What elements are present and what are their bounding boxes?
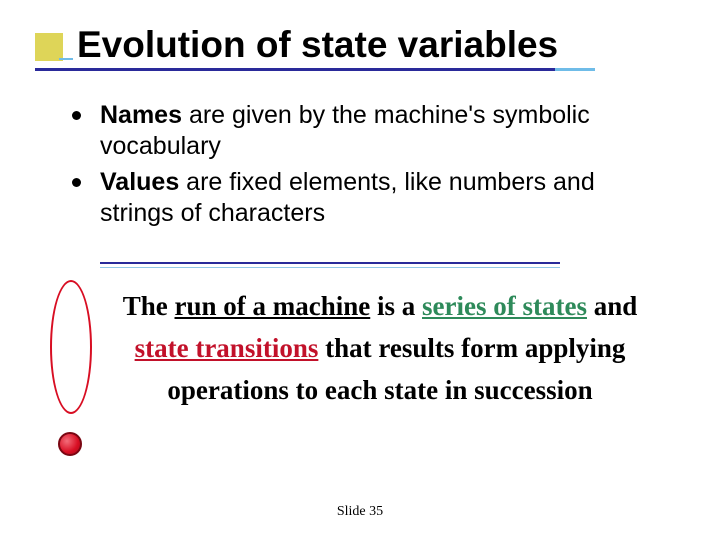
title-tick [59,58,73,60]
bullet-list: Names are given by the machine's symboli… [72,100,662,233]
statement-run-underline: run of a machine [175,291,371,321]
list-item: Names are given by the machine's symboli… [72,100,662,163]
list-item-strong: Names [100,101,182,129]
emphasis-ellipse-icon [50,280,92,414]
bullet-dot-icon [72,178,81,187]
slide-title: Evolution of state variables [77,24,558,66]
title-accent-square [35,33,63,61]
statement-and: and [587,291,637,321]
slide-number: Slide 35 [0,504,720,520]
list-item: Values are fixed elements, like numbers … [72,167,662,230]
statement-pre: The [123,291,175,321]
statement-mid1: is a [370,291,422,321]
divider [100,262,560,268]
title-block: Evolution of state variables [35,28,675,88]
title-underline-main [35,68,555,71]
slide: Evolution of state variables Names are g… [0,0,720,540]
emphasis-dot-icon [58,432,82,456]
statement-text: The run of a machine is a series of stat… [120,286,640,412]
statement-transitions: state transitions [135,333,319,363]
divider-bottom [100,267,560,268]
title-underline-accent [555,68,595,71]
bullet-dot-icon [72,111,81,120]
statement-series: series of states [422,291,587,321]
divider-top [100,262,560,264]
list-item-strong: Values [100,168,179,196]
